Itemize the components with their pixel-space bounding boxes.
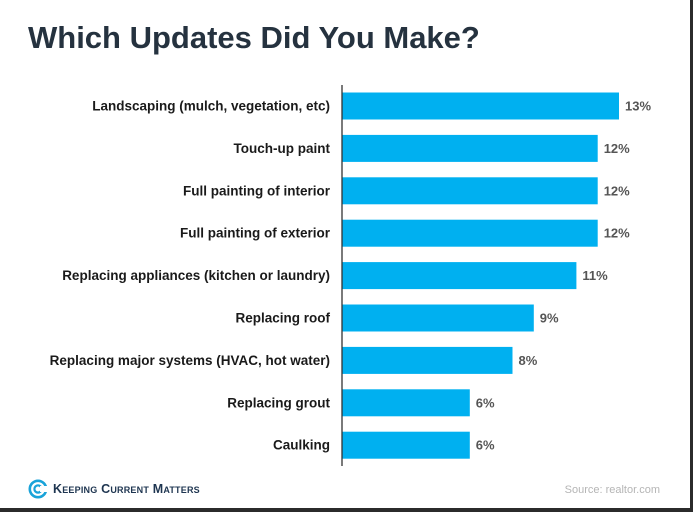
bar <box>342 134 598 162</box>
brand: Keeping Current Matters <box>28 479 200 499</box>
value-label: 12% <box>604 226 630 241</box>
kcm-logo-icon <box>28 479 48 499</box>
category-label: Replacing grout <box>227 395 330 410</box>
bar <box>342 346 513 374</box>
chart-title: Which Updates Did You Make? <box>28 20 480 55</box>
bar <box>342 431 470 459</box>
bar <box>342 219 598 247</box>
value-label: 12% <box>604 183 630 198</box>
category-label: Touch-up paint <box>234 141 331 156</box>
bar <box>342 304 534 332</box>
value-labels-group: 13% 12% 12% 12% 11% 9% 8% 6% 6% <box>476 99 652 453</box>
bar <box>342 92 619 120</box>
bar <box>342 262 577 290</box>
category-label: Full painting of interior <box>183 183 331 198</box>
category-label: Caulking <box>273 438 330 453</box>
value-label: 13% <box>625 99 651 114</box>
category-label: Replacing roof <box>235 311 330 326</box>
category-label: Full painting of exterior <box>180 226 331 241</box>
bar <box>342 177 598 205</box>
category-label: Replacing appliances (kitchen or laundry… <box>62 268 330 283</box>
category-label: Landscaping (mulch, vegetation, etc) <box>92 99 330 114</box>
category-labels-group: Landscaping (mulch, vegetation, etc) Touc… <box>50 99 331 453</box>
category-label: Replacing major systems (HVAC, hot water… <box>50 353 330 368</box>
value-label: 9% <box>540 311 559 326</box>
value-label: 12% <box>604 141 630 156</box>
source-note: Source: realtor.com <box>564 484 660 496</box>
value-label: 11% <box>582 268 608 283</box>
bar <box>342 389 470 417</box>
bars-group <box>342 92 619 459</box>
value-label: 8% <box>519 353 538 368</box>
value-label: 6% <box>476 395 495 410</box>
value-label: 6% <box>476 438 495 453</box>
brand-name: Keeping Current Matters <box>53 482 200 496</box>
